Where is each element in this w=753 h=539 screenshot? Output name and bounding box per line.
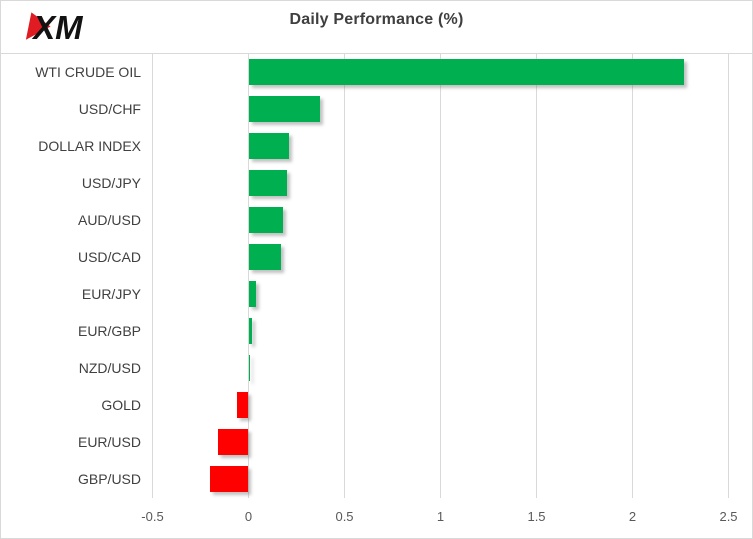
category-label: NZD/USD (78, 360, 141, 377)
x-axis-tick-label: -0.5 (141, 509, 164, 524)
bar-gbp-usd (210, 466, 249, 493)
category-label: EUR/JPY (81, 286, 141, 303)
bar-dollar-index (248, 132, 289, 159)
bar-eur-jpy (248, 281, 257, 308)
xm-logo-text: XM (31, 9, 83, 45)
xm-logo-red-arrow-icon (25, 12, 51, 40)
gridline (248, 53, 249, 498)
x-axis-tick-label: 0.5 (335, 509, 354, 524)
chart-title: Daily Performance (%) (289, 11, 464, 28)
gridline (632, 53, 633, 498)
gridline (440, 53, 441, 498)
category-label: GBP/USD (77, 471, 141, 488)
bar-aud-usd (248, 206, 284, 233)
gridline (536, 53, 537, 498)
gridline (728, 53, 729, 498)
category-label: EUR/GBP (77, 323, 141, 340)
bar-usd-jpy (248, 169, 287, 196)
x-axis-tick-label: 2.5 (719, 509, 738, 524)
bar-gold (236, 392, 249, 419)
x-axis-tick-label: 1.5 (527, 509, 546, 524)
gridline (344, 53, 345, 498)
category-label: DOLLAR INDEX (38, 137, 141, 154)
category-label: WTI CRUDE OIL (35, 63, 141, 80)
bar-eur-gbp (248, 318, 253, 345)
gridline (152, 53, 153, 498)
bar-eur-usd (217, 429, 249, 456)
xm-logo: XM (25, 9, 83, 45)
bar-nzd-usd (248, 355, 251, 382)
bar-usd-cad (248, 243, 282, 270)
category-label: USD/CAD (77, 248, 141, 265)
category-label: USD/JPY (81, 174, 141, 191)
bar-wti-crude-oil (248, 58, 685, 85)
bar-usd-chf (248, 95, 320, 122)
category-label: USD/CHF (78, 100, 141, 117)
category-label: GOLD (101, 397, 141, 414)
category-label: AUD/USD (77, 211, 141, 228)
x-axis-tick-label: 0 (244, 509, 253, 524)
category-label: EUR/USD (77, 434, 141, 451)
x-axis-tick-label: 2 (628, 509, 637, 524)
x-axis-tick-label: 1 (436, 509, 445, 524)
plot-top-border (1, 53, 752, 54)
